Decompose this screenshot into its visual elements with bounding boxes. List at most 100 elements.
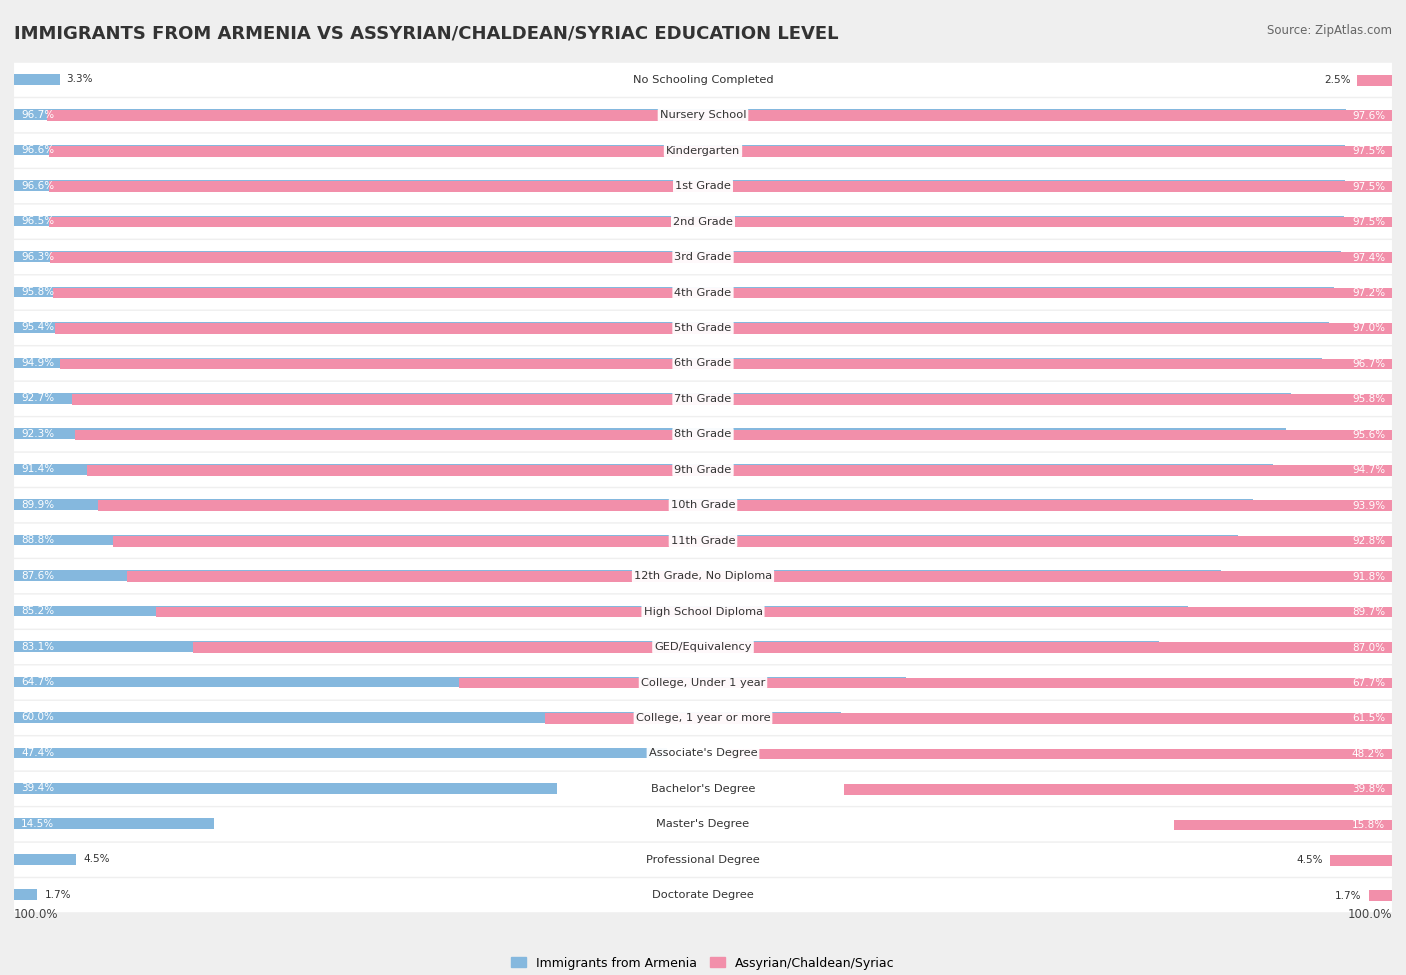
- Text: 3.3%: 3.3%: [66, 74, 93, 84]
- Bar: [14, 748, 668, 759]
- Text: 4.5%: 4.5%: [1296, 855, 1323, 865]
- Text: 64.7%: 64.7%: [21, 677, 53, 687]
- FancyBboxPatch shape: [14, 98, 1392, 133]
- Text: 97.6%: 97.6%: [1353, 111, 1385, 121]
- FancyBboxPatch shape: [14, 276, 1392, 309]
- Text: 96.6%: 96.6%: [21, 145, 53, 155]
- Bar: [844, 784, 1392, 795]
- Text: 94.7%: 94.7%: [1353, 465, 1385, 475]
- Text: 100.0%: 100.0%: [1347, 909, 1392, 921]
- FancyBboxPatch shape: [14, 382, 1392, 416]
- Bar: [14, 109, 1347, 120]
- Bar: [52, 288, 1392, 298]
- FancyBboxPatch shape: [14, 311, 1392, 345]
- Text: 92.3%: 92.3%: [21, 429, 53, 439]
- Text: 2.5%: 2.5%: [1324, 75, 1351, 85]
- Bar: [14, 570, 1220, 581]
- Text: Bachelor's Degree: Bachelor's Degree: [651, 784, 755, 794]
- Text: 97.5%: 97.5%: [1353, 146, 1385, 156]
- Bar: [48, 146, 1392, 157]
- Bar: [87, 465, 1392, 476]
- Text: 1st Grade: 1st Grade: [675, 181, 731, 191]
- Bar: [14, 464, 1274, 475]
- Bar: [114, 536, 1392, 547]
- FancyBboxPatch shape: [14, 595, 1392, 629]
- Text: 60.0%: 60.0%: [21, 713, 53, 722]
- Text: 11th Grade: 11th Grade: [671, 535, 735, 546]
- Bar: [98, 500, 1392, 511]
- Text: 67.7%: 67.7%: [1353, 678, 1385, 688]
- Text: Source: ZipAtlas.com: Source: ZipAtlas.com: [1267, 24, 1392, 37]
- Text: 94.9%: 94.9%: [21, 358, 53, 368]
- Bar: [193, 643, 1392, 653]
- Legend: Immigrants from Armenia, Assyrian/Chaldean/Syriac: Immigrants from Armenia, Assyrian/Chalde…: [506, 952, 900, 975]
- FancyBboxPatch shape: [14, 630, 1392, 664]
- Bar: [1174, 820, 1392, 830]
- Bar: [14, 889, 38, 900]
- Text: 4th Grade: 4th Grade: [675, 288, 731, 297]
- Bar: [59, 359, 1392, 370]
- FancyBboxPatch shape: [14, 878, 1392, 913]
- Text: 6th Grade: 6th Grade: [675, 359, 731, 369]
- Text: 1.7%: 1.7%: [1336, 891, 1361, 901]
- Text: 12th Grade, No Diploma: 12th Grade, No Diploma: [634, 571, 772, 581]
- Bar: [14, 854, 76, 865]
- Bar: [14, 677, 905, 687]
- FancyBboxPatch shape: [14, 772, 1392, 806]
- Text: 97.5%: 97.5%: [1353, 181, 1385, 192]
- Text: 85.2%: 85.2%: [21, 606, 53, 616]
- Bar: [14, 535, 1237, 545]
- Text: GED/Equivalency: GED/Equivalency: [654, 643, 752, 652]
- Bar: [156, 606, 1392, 617]
- FancyBboxPatch shape: [14, 62, 1392, 97]
- Text: 15.8%: 15.8%: [1353, 820, 1385, 830]
- Bar: [14, 499, 1253, 510]
- Bar: [14, 215, 1344, 226]
- Text: 61.5%: 61.5%: [1353, 714, 1385, 723]
- Text: 88.8%: 88.8%: [21, 535, 53, 545]
- Text: 92.7%: 92.7%: [21, 393, 53, 404]
- Text: Master's Degree: Master's Degree: [657, 819, 749, 830]
- Text: 9th Grade: 9th Grade: [675, 465, 731, 475]
- Text: 95.6%: 95.6%: [1353, 430, 1385, 440]
- FancyBboxPatch shape: [14, 205, 1392, 239]
- Text: 1.7%: 1.7%: [45, 890, 70, 900]
- Text: 97.4%: 97.4%: [1353, 253, 1385, 262]
- Bar: [14, 74, 59, 85]
- Text: Kindergarten: Kindergarten: [666, 145, 740, 156]
- Bar: [728, 749, 1392, 760]
- FancyBboxPatch shape: [14, 842, 1392, 877]
- Text: 39.8%: 39.8%: [1353, 785, 1385, 795]
- Text: 2nd Grade: 2nd Grade: [673, 216, 733, 226]
- Text: 96.3%: 96.3%: [21, 252, 53, 261]
- Bar: [14, 145, 1346, 155]
- Text: 39.4%: 39.4%: [21, 783, 53, 794]
- FancyBboxPatch shape: [14, 134, 1392, 168]
- FancyBboxPatch shape: [14, 807, 1392, 841]
- Bar: [1330, 855, 1392, 866]
- Text: 7th Grade: 7th Grade: [675, 394, 731, 404]
- Text: High School Diploma: High School Diploma: [644, 606, 762, 616]
- Bar: [14, 818, 214, 829]
- Bar: [1368, 890, 1392, 901]
- Text: 96.7%: 96.7%: [1353, 359, 1385, 369]
- Bar: [14, 358, 1322, 369]
- FancyBboxPatch shape: [14, 417, 1392, 451]
- Text: 95.4%: 95.4%: [21, 323, 53, 332]
- Text: 8th Grade: 8th Grade: [675, 429, 731, 440]
- FancyBboxPatch shape: [14, 346, 1392, 380]
- FancyBboxPatch shape: [14, 240, 1392, 274]
- Bar: [544, 713, 1392, 723]
- Bar: [55, 323, 1392, 333]
- Text: 95.8%: 95.8%: [1353, 395, 1385, 405]
- Text: Doctorate Degree: Doctorate Degree: [652, 890, 754, 900]
- Text: 4.5%: 4.5%: [83, 854, 110, 864]
- Bar: [14, 287, 1334, 297]
- FancyBboxPatch shape: [14, 488, 1392, 523]
- Text: Professional Degree: Professional Degree: [647, 855, 759, 865]
- Bar: [14, 252, 1341, 262]
- FancyBboxPatch shape: [14, 559, 1392, 593]
- Text: 47.4%: 47.4%: [21, 748, 53, 758]
- Bar: [49, 253, 1392, 263]
- Text: 5th Grade: 5th Grade: [675, 323, 731, 332]
